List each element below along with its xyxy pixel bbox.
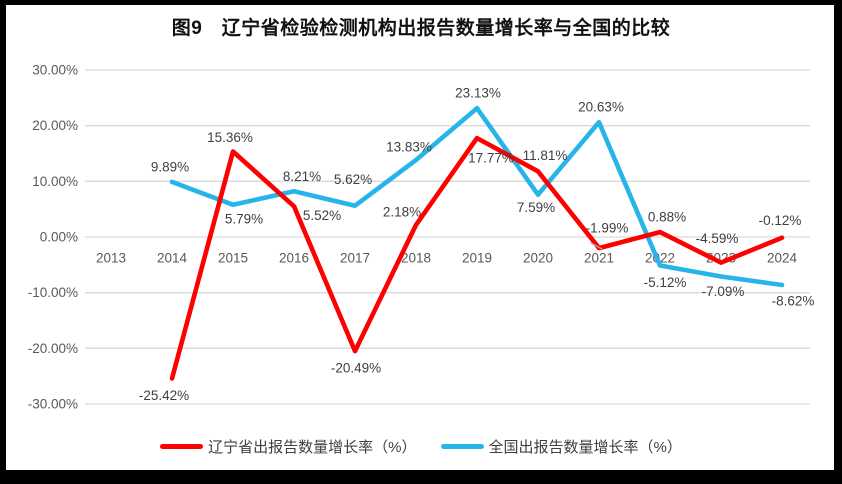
legend-item-national: 全国出报告数量增长率（%） (440, 436, 682, 457)
data-label-liaoning: -0.12% (759, 213, 802, 228)
data-label-liaoning: 15.36% (207, 130, 253, 145)
y-tick-label: -10.00% (28, 285, 78, 300)
x-tick-label: 2020 (523, 251, 553, 266)
data-label-liaoning: 5.52% (303, 208, 341, 223)
y-tick-label: 20.00% (32, 118, 78, 133)
data-label-liaoning: 17.77% (468, 151, 514, 166)
data-label-national: 9.89% (151, 159, 189, 174)
data-label-national: 8.21% (283, 169, 321, 184)
x-tick-label: 2013 (96, 251, 126, 266)
data-label-national: 13.83% (386, 140, 432, 155)
data-label-liaoning: 11.81% (523, 148, 568, 163)
legend-label-national: 全国出报告数量增长率（%） (488, 439, 682, 456)
data-label-liaoning: -20.49% (331, 361, 381, 376)
x-tick-label: 2022 (645, 251, 675, 266)
legend-item-liaoning: 辽宁省出报告数量增长率（%） (160, 436, 417, 457)
legend-label-liaoning: 辽宁省出报告数量增长率（%） (208, 439, 417, 456)
series-line-national (169, 105, 785, 288)
x-tick-label: 2018 (401, 251, 431, 266)
y-tick-label: -30.00% (28, 397, 78, 412)
y-tick-label: 10.00% (32, 174, 78, 189)
data-label-national: -7.09% (702, 284, 745, 299)
x-tick-label: 2017 (340, 251, 370, 266)
data-label-national: 7.59% (517, 200, 555, 215)
data-label-national: 5.79% (225, 211, 263, 226)
legend-line-icon-national (440, 444, 484, 449)
y-tick-label: -20.00% (28, 341, 78, 356)
legend: 辽宁省出报告数量增长率（%） 全国出报告数量增长率（%） (0, 436, 842, 457)
data-label-national: 20.63% (578, 100, 624, 115)
data-label-national: -5.12% (644, 275, 687, 290)
y-tick-label: 0.00% (40, 230, 78, 245)
legend-line-icon-liaoning (160, 444, 204, 449)
x-tick-label: 2016 (279, 251, 309, 266)
x-tick-label: 2021 (584, 251, 614, 266)
x-tick-label: 2019 (462, 251, 492, 266)
x-tick-label: 2024 (767, 251, 798, 266)
series-line-liaoning (169, 135, 785, 381)
data-label-liaoning: -25.42% (139, 388, 189, 403)
x-tick-label: 2014 (157, 251, 188, 266)
label-leader-line (590, 242, 603, 250)
data-label-liaoning: 0.88% (648, 210, 686, 225)
chart-title: 图9 辽宁省检验检测机构出报告数量增长率与全国的比较 (171, 18, 671, 39)
data-label-national: 5.62% (334, 172, 372, 187)
y-tick-label: 30.00% (32, 63, 78, 78)
data-label-national: -8.62% (772, 294, 815, 309)
x-tick-label: 2015 (218, 251, 248, 266)
data-label-liaoning: -4.59% (696, 231, 739, 246)
data-label-national: 23.13% (455, 86, 501, 101)
data-label-liaoning: -1.99% (586, 221, 629, 236)
data-label-liaoning: 2.18% (383, 204, 421, 219)
